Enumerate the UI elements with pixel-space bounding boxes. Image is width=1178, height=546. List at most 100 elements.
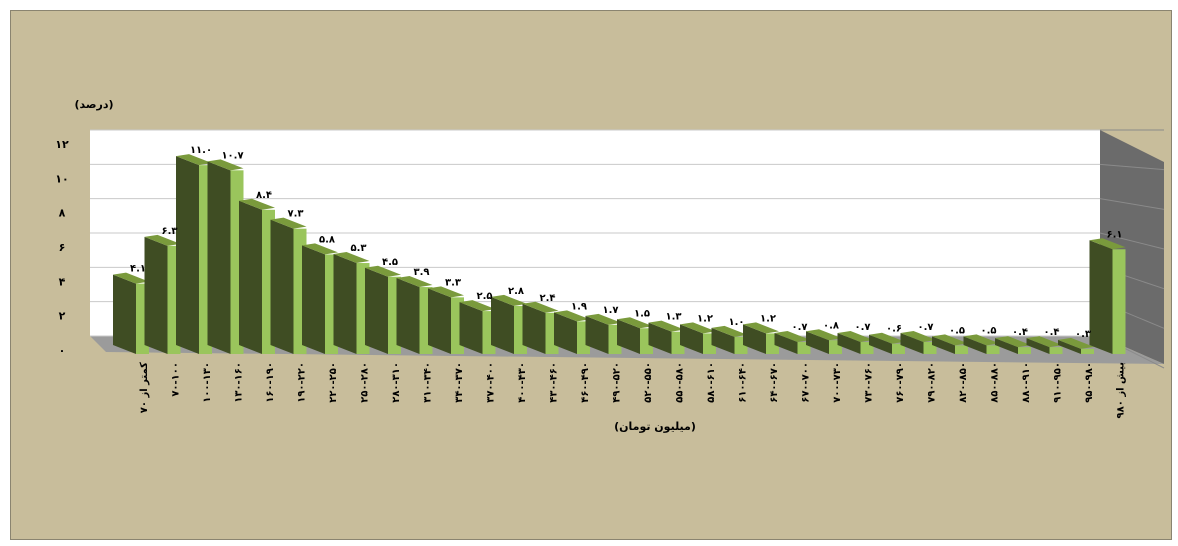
bar-top xyxy=(711,325,748,337)
bar xyxy=(617,317,653,354)
x-tick-label: ۱۰۰-۱۳۰ xyxy=(202,362,213,403)
bar-front xyxy=(955,345,968,354)
side-gridline xyxy=(1099,232,1165,250)
x-tick-label: کمتر از ۷۰ xyxy=(139,362,150,413)
data-label: ۰.۷ xyxy=(917,322,933,333)
bar-side xyxy=(522,303,546,354)
bar-top xyxy=(113,272,149,284)
bar-top xyxy=(491,294,527,306)
bar xyxy=(522,301,559,354)
data-label: ۳.۳ xyxy=(445,277,461,288)
bar-front xyxy=(986,345,1000,354)
x-tick-label: ۵۲۰-۵۵۰ xyxy=(643,362,654,403)
y-tick-label: ۱۰ xyxy=(55,172,68,185)
x-tick-label: بیش از ۹۸۰ xyxy=(1116,362,1127,418)
bar xyxy=(176,154,212,354)
bar-top xyxy=(302,243,338,255)
bar-side xyxy=(333,254,357,354)
x-tick-label: ۷۹۰-۸۲۰ xyxy=(927,362,938,403)
data-label: ۰.۷ xyxy=(791,322,807,333)
bar xyxy=(995,336,1031,354)
bar-side xyxy=(680,324,703,354)
bar xyxy=(869,332,905,354)
bar xyxy=(333,252,370,354)
bar-top xyxy=(1026,336,1063,348)
data-label: ۱.۷ xyxy=(602,305,618,316)
x-tick-label: ۷۶۰-۷۹۰ xyxy=(895,362,906,403)
x-tick-label: ۹۵۰-۹۸۰ xyxy=(1084,362,1095,403)
bar-front xyxy=(1112,249,1126,354)
bar-side xyxy=(302,245,325,354)
bar-top xyxy=(207,159,244,171)
bar-top xyxy=(585,313,622,325)
bar-top xyxy=(869,332,905,344)
data-label: ۱.۳ xyxy=(665,312,681,323)
x-tick-label: ۸۲۰-۸۵۰ xyxy=(958,362,969,403)
bar-top xyxy=(396,276,433,288)
bar-top xyxy=(617,317,653,329)
bar-side xyxy=(932,336,955,354)
data-label: ۰.۷ xyxy=(854,322,870,333)
x-axis-tick-labels: کمتر از ۷۰ ۷۰-۱۰۰ ۱۰۰-۱۳۰ ۱۳۰-۱۶۰ ۱۶۰-۱۹۰ ۱۹۰… xyxy=(139,362,1127,419)
y-tick-label: ۶ xyxy=(59,241,66,254)
x-tick-label: ۴۳۰-۴۶۰ xyxy=(549,362,560,403)
bar xyxy=(554,310,590,354)
side-gridline xyxy=(1099,163,1165,171)
bar-side xyxy=(648,322,672,354)
data-label: ۱.۵ xyxy=(634,308,650,319)
bar-top xyxy=(144,234,181,246)
data-label: ۰.۵ xyxy=(980,325,996,336)
data-label: ۰.۳ xyxy=(1075,329,1091,340)
bar xyxy=(239,198,275,354)
data-labels: ۴.۱ ۶.۳ ۱۱.۰ ۱۰.۷ ۸.۴ ۷.۳ ۵.۸ ۵.۳ ۴.۵ ۳.۹ ۳.۳ ۲.۵ ۲.… xyxy=(130,145,1123,340)
bar-top xyxy=(806,329,842,341)
bar xyxy=(207,159,244,354)
y-tick-label: ۸ xyxy=(59,207,66,220)
x-tick-label: ۲۲۰-۲۵۰ xyxy=(328,362,339,403)
bar-top xyxy=(932,334,968,346)
bar-top xyxy=(365,265,401,277)
data-label: ۰.۴ xyxy=(1012,327,1028,338)
bar-front xyxy=(1018,347,1031,354)
bar-top xyxy=(522,301,559,313)
bar-top xyxy=(459,300,496,312)
x-tick-label: ۱۹۰-۲۲۰ xyxy=(297,362,308,403)
bars xyxy=(113,154,1126,354)
bar-side xyxy=(774,332,798,354)
x-tick-label: ۷۰۰-۷۳۰ xyxy=(832,362,843,403)
bar xyxy=(743,322,779,354)
bar-top xyxy=(428,286,464,298)
bar-side xyxy=(459,302,483,354)
bar xyxy=(963,334,1000,354)
bar xyxy=(302,243,338,354)
bar-top xyxy=(176,154,212,166)
bar-top xyxy=(680,322,716,334)
bar-top xyxy=(648,320,685,332)
data-label: ۳.۹ xyxy=(413,267,429,278)
data-label: ۲.۴ xyxy=(539,293,555,304)
bar-side xyxy=(176,156,199,354)
bar-side xyxy=(239,200,262,354)
x-tick-label: ۱۳۰-۱۶۰ xyxy=(234,362,245,403)
data-label: ۱.۲ xyxy=(697,313,713,324)
bar-side xyxy=(743,324,766,354)
bar-side xyxy=(491,296,514,354)
bar-side xyxy=(1026,338,1050,354)
bar-side xyxy=(144,236,168,354)
bar-side xyxy=(554,312,577,354)
bar xyxy=(459,300,496,354)
data-label: ۴.۱ xyxy=(130,264,146,275)
bar xyxy=(270,217,307,354)
bar xyxy=(113,272,149,354)
data-label: ۲.۵ xyxy=(476,291,492,302)
bar-side xyxy=(869,334,892,354)
side-gridline xyxy=(1099,198,1165,210)
bar-top xyxy=(333,252,370,264)
bar xyxy=(396,276,433,354)
bar xyxy=(144,234,181,354)
bar-side xyxy=(806,331,829,354)
bar-top xyxy=(743,322,779,334)
x-tick-label: ۶۷۰-۷۰۰ xyxy=(801,362,812,403)
bar xyxy=(1026,336,1063,354)
x-tick-label: ۳۷۰-۴۰۰ xyxy=(486,362,497,403)
